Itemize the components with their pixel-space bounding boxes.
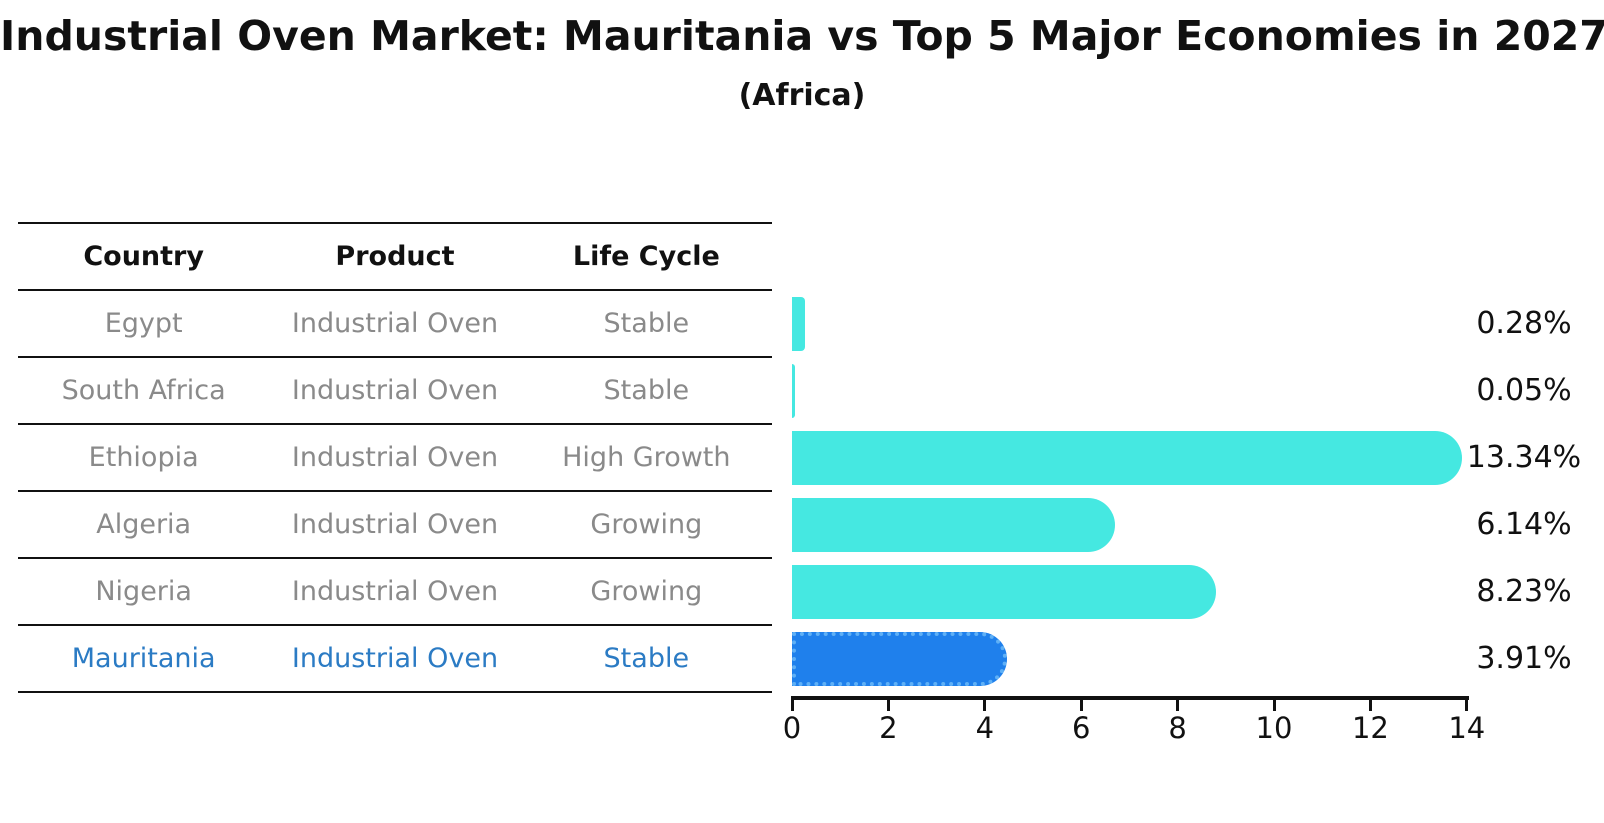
bar bbox=[792, 497, 1115, 552]
bar-value-label: 3.91% bbox=[1476, 641, 1572, 676]
table-cell-country: Algeria bbox=[96, 509, 192, 540]
x-axis-line bbox=[791, 696, 1469, 700]
table-cell-country: Egypt bbox=[104, 308, 183, 339]
table-row: Ethiopia Industrial Oven High Growth bbox=[18, 424, 772, 491]
table-cell-life-cycle: Growing bbox=[590, 576, 703, 607]
x-axis-tick-label: 4 bbox=[975, 711, 995, 745]
row-divider-line bbox=[18, 423, 772, 425]
table-cell-life-cycle: Growing bbox=[590, 509, 703, 540]
table-row: Mauritania Industrial Oven Stable bbox=[18, 625, 772, 692]
x-axis-tick bbox=[1272, 700, 1276, 711]
table-cell-life-cycle: Stable bbox=[603, 308, 690, 339]
table-cell-product: Industrial Oven bbox=[291, 509, 499, 540]
x-axis-tick bbox=[983, 700, 987, 711]
x-axis-tick bbox=[1079, 700, 1083, 711]
x-axis-tick bbox=[1465, 700, 1469, 711]
table-row: Algeria Industrial Oven Growing bbox=[18, 491, 772, 558]
x-axis-tick-label: 14 bbox=[1448, 711, 1486, 745]
chart-title: Industrial Oven Market: Mauritania vs To… bbox=[0, 12, 1604, 60]
x-axis-tick bbox=[1176, 700, 1180, 711]
table-header-cell-life-cycle: Life Cycle bbox=[572, 241, 720, 272]
table-cell-life-cycle: Stable bbox=[603, 375, 690, 406]
x-axis-tick-label: 2 bbox=[879, 711, 898, 745]
bar-value-label: 6.14% bbox=[1476, 507, 1572, 542]
table-header-row: Country Product Life Cycle bbox=[18, 223, 772, 290]
bar-value-label: 0.05% bbox=[1476, 373, 1572, 408]
bar bbox=[792, 363, 795, 418]
table-cell-country: Ethiopia bbox=[88, 442, 199, 473]
table-cell-product: Industrial Oven bbox=[291, 375, 499, 406]
x-axis-tick bbox=[790, 700, 794, 711]
table-cell-country: Nigeria bbox=[95, 576, 192, 607]
table-cell-life-cycle: Stable bbox=[603, 643, 690, 674]
table-row: Nigeria Industrial Oven Growing bbox=[18, 558, 772, 625]
table-cell-country: South Africa bbox=[61, 375, 226, 406]
x-axis-tick-label: 8 bbox=[1168, 711, 1187, 745]
x-axis-tick-label: 6 bbox=[1071, 711, 1091, 745]
table-header-cell-country: Country bbox=[83, 241, 204, 272]
bar-value-label: 8.23% bbox=[1476, 574, 1572, 609]
x-axis-tick-label: 12 bbox=[1351, 711, 1389, 745]
row-divider-line bbox=[18, 289, 772, 291]
bar-value-label: 13.34% bbox=[1466, 440, 1582, 475]
table-cell-product: Industrial Oven bbox=[291, 308, 499, 339]
table-cell-country: Mauritania bbox=[71, 643, 216, 674]
bar bbox=[792, 564, 1216, 619]
row-divider-line bbox=[18, 691, 772, 693]
table-cell-product: Industrial Oven bbox=[291, 442, 499, 473]
bar-mauritania-highlight bbox=[792, 631, 1008, 686]
bar bbox=[792, 296, 806, 351]
row-divider-line bbox=[18, 222, 772, 224]
bar bbox=[792, 430, 1462, 485]
row-divider-line bbox=[18, 490, 772, 492]
x-axis-tick-label: 0 bbox=[782, 711, 802, 745]
table-row: Egypt Industrial Oven Stable bbox=[18, 290, 772, 357]
chart-subtitle: (Africa) bbox=[738, 78, 866, 113]
x-axis-tick bbox=[886, 700, 890, 711]
row-divider-line bbox=[18, 356, 772, 358]
table-cell-product: Industrial Oven bbox=[291, 643, 499, 674]
row-divider-line bbox=[18, 557, 772, 559]
table-row: South Africa Industrial Oven Stable bbox=[18, 357, 772, 424]
bar-value-label: 0.28% bbox=[1476, 306, 1572, 341]
table-cell-product: Industrial Oven bbox=[291, 576, 499, 607]
x-axis-tick bbox=[1368, 700, 1372, 711]
table-cell-life-cycle: High Growth bbox=[562, 442, 731, 473]
x-axis-tick-label: 10 bbox=[1255, 711, 1293, 745]
table-header-cell-product: Product bbox=[335, 241, 455, 272]
row-divider-line bbox=[18, 624, 772, 626]
